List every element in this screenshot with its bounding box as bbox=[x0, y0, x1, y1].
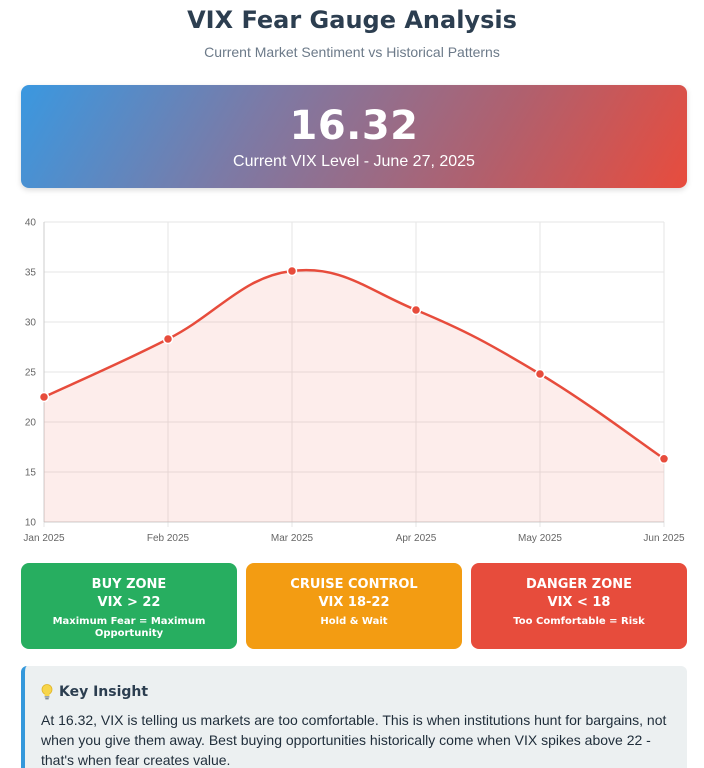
zone-title: BUY ZONE bbox=[91, 577, 167, 592]
zone-condition: VIX > 22 bbox=[97, 595, 161, 610]
buy-zone-card: BUY ZONE VIX > 22 Maximum Fear = Maximum… bbox=[21, 563, 237, 649]
x-tick-label: May 2025 bbox=[518, 533, 562, 544]
x-tick-label: Mar 2025 bbox=[271, 533, 314, 544]
zone-description: Hold & Wait bbox=[320, 616, 388, 627]
vix-line-chart: 10 15 20 25 30 35 40 Jan 2025 Feb 2025 Mar 2025 A… bbox=[0, 210, 704, 555]
y-tick-label: 15 bbox=[25, 468, 37, 479]
page-subtitle: Current Market Sentiment vs Historical P… bbox=[204, 44, 500, 60]
current-vix-value: 16.32 bbox=[289, 103, 419, 149]
chart-points bbox=[38, 265, 670, 465]
x-tick-label: Jan 2025 bbox=[23, 533, 65, 544]
insight-header: Key Insight bbox=[41, 684, 671, 700]
zone-description: Too Comfortable = Risk bbox=[513, 616, 645, 627]
key-insight-panel: Key Insight At 16.32, VIX is telling us … bbox=[21, 666, 687, 768]
insight-title: Key Insight bbox=[59, 684, 149, 700]
chart-svg: 10 15 20 25 30 35 40 Jan 2025 Feb 2025 Mar 2025 A… bbox=[23, 218, 685, 545]
x-tick-label: Apr 2025 bbox=[396, 533, 437, 544]
chart-axes bbox=[43, 222, 664, 523]
data-point bbox=[38, 391, 50, 403]
y-tick-label: 25 bbox=[25, 368, 37, 379]
data-point bbox=[162, 333, 174, 345]
chart-area bbox=[44, 270, 664, 522]
insight-text: At 16.32, VIX is telling us markets are … bbox=[41, 712, 667, 768]
y-tick-label: 35 bbox=[25, 268, 37, 279]
y-tick-label: 10 bbox=[25, 518, 37, 529]
series-area bbox=[44, 270, 664, 522]
x-axis-labels: Jan 2025 Feb 2025 Mar 2025 Apr 2025 May 2025… bbox=[23, 533, 685, 544]
zone-condition: VIX 18-22 bbox=[318, 595, 390, 610]
zone-title: CRUISE CONTROL bbox=[290, 577, 418, 592]
zone-condition: VIX < 18 bbox=[547, 595, 611, 610]
y-tick-label: 30 bbox=[25, 318, 37, 329]
data-point bbox=[410, 304, 422, 316]
chart-grid bbox=[43, 221, 665, 527]
danger-zone-card: DANGER ZONE VIX < 18 Too Comfortable = R… bbox=[471, 563, 687, 649]
data-point bbox=[286, 265, 298, 277]
y-axis-labels: 10 15 20 25 30 35 40 bbox=[25, 218, 37, 529]
y-tick-label: 40 bbox=[25, 218, 37, 229]
chart-line bbox=[43, 268, 665, 460]
current-vix-banner: 16.32 Current VIX Level - June 27, 2025 bbox=[21, 85, 687, 188]
zone-description: Maximum Fear = Maximum Opportunity bbox=[52, 616, 206, 639]
x-tick-label: Feb 2025 bbox=[147, 533, 190, 544]
current-vix-label: Current VIX Level - June 27, 2025 bbox=[233, 153, 475, 170]
zone-title: DANGER ZONE bbox=[525, 577, 633, 592]
lightbulb-icon bbox=[41, 684, 53, 700]
y-tick-label: 20 bbox=[25, 418, 37, 429]
cruise-control-card: CRUISE CONTROL VIX 18-22 Hold & Wait bbox=[246, 563, 462, 649]
data-point bbox=[534, 368, 546, 380]
series-line bbox=[43, 268, 665, 460]
x-tick-label: Jun 2025 bbox=[643, 533, 685, 544]
page-title: VIX Fear Gauge Analysis bbox=[187, 6, 517, 34]
data-point bbox=[658, 453, 670, 465]
